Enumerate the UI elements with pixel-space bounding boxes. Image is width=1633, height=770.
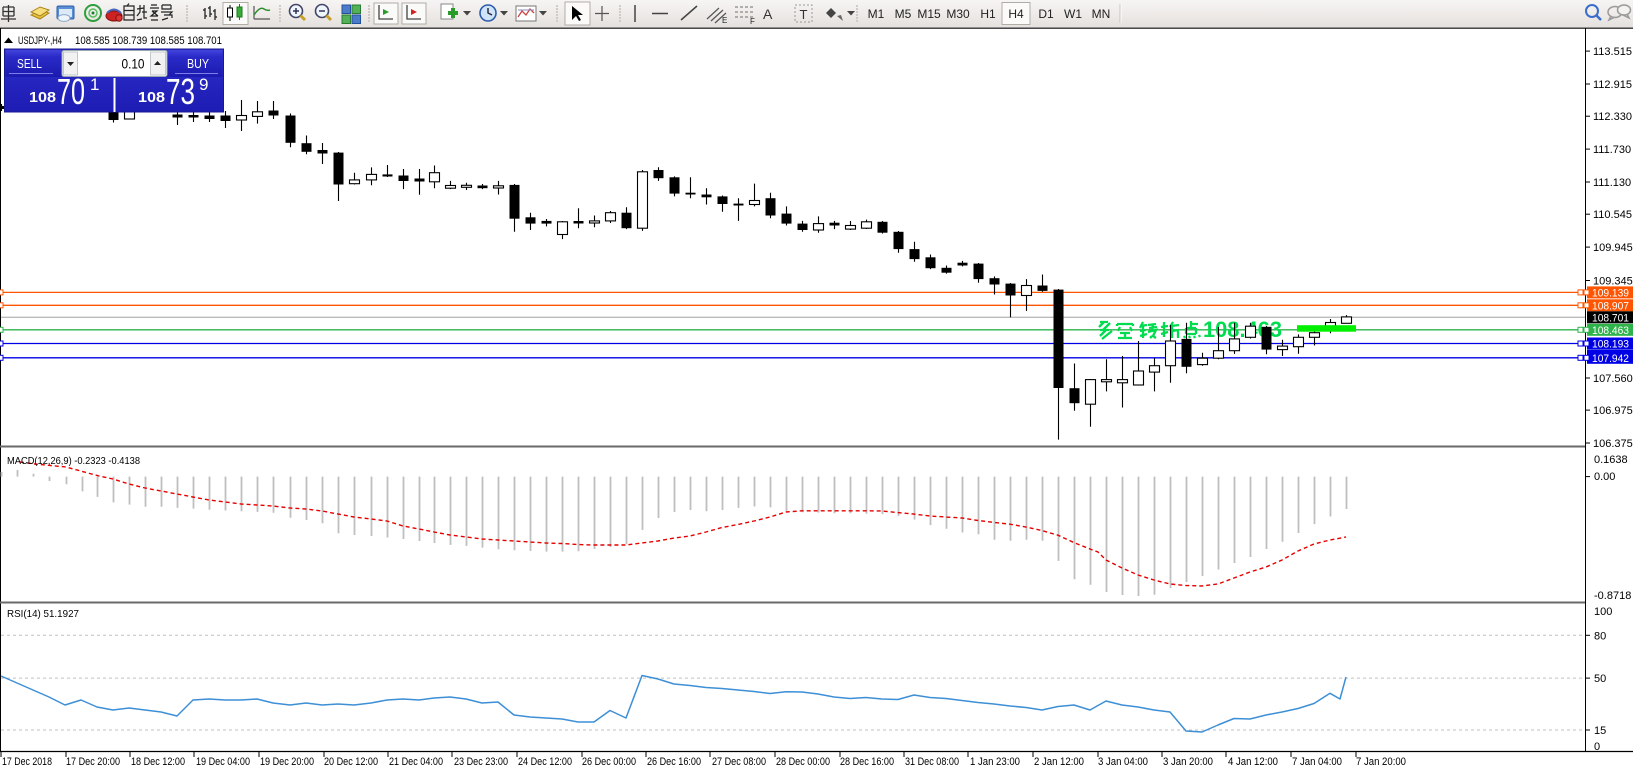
svg-text:0.10: 0.10 bbox=[122, 56, 145, 72]
svg-text:W1: W1 bbox=[1064, 7, 1082, 21]
svg-text:111.130: 111.130 bbox=[1593, 177, 1631, 189]
svg-text:A: A bbox=[763, 6, 773, 22]
svg-text:110.545: 110.545 bbox=[1593, 209, 1632, 221]
svg-text:RSI(14) 51.1927: RSI(14) 51.1927 bbox=[7, 608, 79, 620]
svg-text:0: 0 bbox=[1594, 741, 1600, 753]
svg-text:2 Jan 12:00: 2 Jan 12:00 bbox=[1034, 756, 1084, 768]
svg-text:106.375: 106.375 bbox=[1593, 438, 1633, 450]
svg-text:109.945: 109.945 bbox=[1593, 242, 1633, 254]
svg-text:19 Dec 20:00: 19 Dec 20:00 bbox=[260, 756, 314, 768]
svg-text:4 Jan 12:00: 4 Jan 12:00 bbox=[1228, 756, 1278, 768]
svg-text:108.193: 108.193 bbox=[1592, 339, 1629, 351]
svg-text:D1: D1 bbox=[1038, 7, 1054, 21]
svg-text:T: T bbox=[800, 7, 808, 22]
svg-text:7 Jan 04:00: 7 Jan 04:00 bbox=[1292, 756, 1342, 768]
svg-text:3 Jan 20:00: 3 Jan 20:00 bbox=[1163, 756, 1213, 768]
svg-text:26 Dec 00:00: 26 Dec 00:00 bbox=[582, 756, 636, 768]
svg-text:MN: MN bbox=[1092, 7, 1111, 21]
svg-text:0.1638: 0.1638 bbox=[1594, 454, 1628, 466]
svg-text:24 Dec 12:00: 24 Dec 12:00 bbox=[518, 756, 572, 768]
svg-text:80: 80 bbox=[1594, 630, 1606, 642]
svg-text:73: 73 bbox=[166, 71, 195, 112]
svg-text:21 Dec 04:00: 21 Dec 04:00 bbox=[389, 756, 443, 768]
svg-text:108: 108 bbox=[138, 89, 165, 106]
svg-text:-0.8718: -0.8718 bbox=[1594, 590, 1631, 602]
svg-text:27 Dec 08:00: 27 Dec 08:00 bbox=[712, 756, 766, 768]
svg-text:19 Dec 04:00: 19 Dec 04:00 bbox=[196, 756, 250, 768]
svg-text:18 Dec 12:00: 18 Dec 12:00 bbox=[131, 756, 185, 768]
svg-text:1: 1 bbox=[90, 75, 99, 94]
svg-text:20 Dec 12:00: 20 Dec 12:00 bbox=[324, 756, 378, 768]
svg-text:108: 108 bbox=[29, 89, 56, 106]
svg-text:M15: M15 bbox=[917, 7, 941, 21]
svg-text:17 Dec 2018: 17 Dec 2018 bbox=[2, 756, 52, 768]
svg-text:28 Dec 00:00: 28 Dec 00:00 bbox=[776, 756, 830, 768]
svg-text:26 Dec 16:00: 26 Dec 16:00 bbox=[647, 756, 701, 768]
svg-text:USDJPY-,H4: USDJPY-,H4 bbox=[18, 35, 62, 47]
svg-text:17 Dec 20:00: 17 Dec 20:00 bbox=[66, 756, 120, 768]
svg-text:112.915: 112.915 bbox=[1593, 79, 1632, 91]
svg-text:3 Jan 04:00: 3 Jan 04:00 bbox=[1098, 756, 1148, 768]
svg-text:0.00: 0.00 bbox=[1594, 471, 1615, 483]
svg-text:70: 70 bbox=[57, 71, 85, 112]
svg-text:109.345: 109.345 bbox=[1593, 276, 1633, 288]
svg-text:107.560: 107.560 bbox=[1593, 373, 1633, 385]
svg-text:109.139: 109.139 bbox=[1592, 287, 1629, 299]
svg-text:106.975: 106.975 bbox=[1593, 405, 1633, 417]
svg-text:M30: M30 bbox=[946, 7, 970, 21]
svg-text:100: 100 bbox=[1594, 606, 1612, 618]
svg-text:28 Dec 16:00: 28 Dec 16:00 bbox=[840, 756, 894, 768]
svg-text:107.942: 107.942 bbox=[1592, 353, 1629, 365]
svg-text:23 Dec 23:00: 23 Dec 23:00 bbox=[454, 756, 508, 768]
svg-text:108.907: 108.907 bbox=[1592, 300, 1629, 312]
svg-text:108.701: 108.701 bbox=[1592, 312, 1629, 324]
svg-text:113.515: 113.515 bbox=[1593, 46, 1632, 58]
svg-text:15: 15 bbox=[1594, 725, 1606, 737]
svg-text:M1: M1 bbox=[868, 7, 885, 21]
svg-text:E: E bbox=[722, 16, 727, 25]
svg-text:SELL: SELL bbox=[17, 56, 42, 71]
svg-text:H4: H4 bbox=[1008, 7, 1024, 21]
svg-text:50: 50 bbox=[1594, 673, 1606, 685]
svg-text:112.330: 112.330 bbox=[1593, 111, 1632, 123]
svg-text:7 Jan 20:00: 7 Jan 20:00 bbox=[1356, 756, 1406, 768]
svg-text:111.730: 111.730 bbox=[1593, 144, 1631, 156]
svg-text:1 Jan 23:00: 1 Jan 23:00 bbox=[970, 756, 1020, 768]
svg-text:MACD(12,26,9) -0.2323 -0.4138: MACD(12,26,9) -0.2323 -0.4138 bbox=[7, 455, 140, 467]
svg-text:108.463: 108.463 bbox=[1592, 325, 1629, 337]
svg-text:H1: H1 bbox=[980, 7, 996, 21]
svg-text:31 Dec 08:00: 31 Dec 08:00 bbox=[905, 756, 959, 768]
svg-text:F: F bbox=[750, 17, 755, 26]
svg-text:108.585 108.739 108.585 108.70: 108.585 108.739 108.585 108.701 bbox=[75, 35, 222, 47]
svg-text:BUY: BUY bbox=[187, 56, 209, 71]
svg-text:9: 9 bbox=[199, 75, 208, 94]
svg-text:M5: M5 bbox=[895, 7, 912, 21]
